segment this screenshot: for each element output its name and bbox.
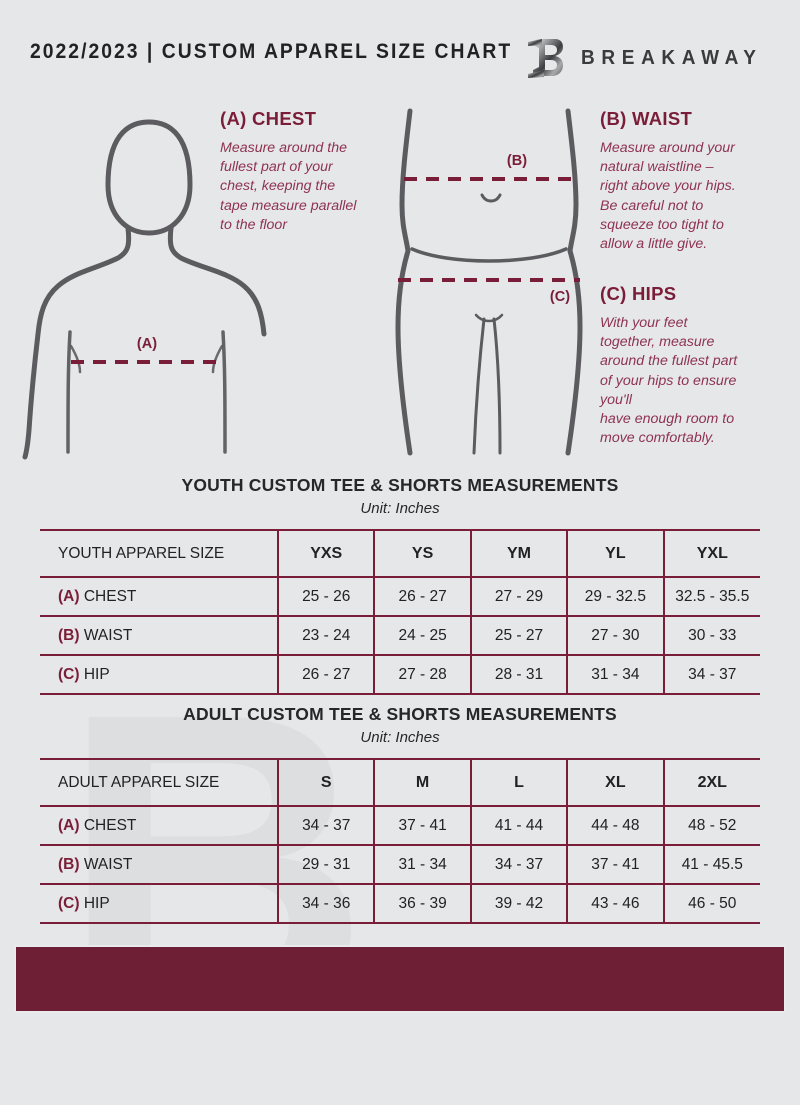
youth-header-0: YOUTH APPAREL SIZE — [40, 529, 278, 578]
row-tag: (C) — [58, 894, 80, 912]
youth-cell-2-4: 34 - 37 — [662, 654, 760, 695]
youth-cell-1-3: 27 - 30 — [566, 615, 664, 656]
adult-cell-1-2: 34 - 37 — [469, 844, 568, 885]
table-row: (C) HIP 34 - 36 36 - 39 39 - 42 43 - 46 … — [40, 883, 760, 924]
callout-waist-title: (B) WAIST — [600, 108, 693, 129]
row-tag: (A) — [58, 587, 80, 605]
youth-header-1: YXS — [276, 529, 375, 578]
adult-section-unit: Unit: Inches — [360, 729, 440, 746]
row-label: HIP — [79, 665, 110, 683]
adult-header-4: XL — [566, 758, 664, 807]
youth-cell-1-0: 23 - 24 — [276, 615, 375, 656]
youth-cell-2-0: 26 - 27 — [276, 654, 375, 695]
brand-lockup: BREAKAWAY — [525, 36, 772, 80]
youth-size-table: YOUTH APPAREL SIZE YXS YS YM YL YXL (A) … — [40, 529, 760, 695]
row-tag: (B) — [58, 626, 80, 644]
adult-cell-2-4: 46 - 50 — [662, 883, 760, 924]
adult-section: ADULT CUSTOM TEE & SHORTS MEASUREMENTS U… — [40, 704, 760, 924]
youth-header-5: YXL — [662, 529, 760, 578]
table-row: (A) CHEST 34 - 37 37 - 41 41 - 44 44 - 4… — [40, 805, 760, 846]
row-label: HIP — [79, 894, 110, 912]
adult-header-2: M — [373, 758, 471, 807]
youth-header-3: YM — [469, 529, 568, 578]
adult-section-title: ADULT CUSTOM TEE & SHORTS MEASUREMENTS — [183, 704, 617, 724]
callout-hips-title: (C) HIPS — [600, 283, 677, 304]
youth-cell-2-3: 31 - 34 — [566, 654, 664, 695]
table-row: (C) HIP 26 - 27 27 - 28 28 - 31 31 - 34 … — [40, 654, 760, 695]
adult-size-table: ADULT APPAREL SIZE S M L XL 2XL (A) CHES… — [40, 758, 760, 924]
lower-body-figure: (B) (C) — [395, 108, 583, 456]
table-header-row: YOUTH APPAREL SIZE YXS YS YM YL YXL — [40, 529, 760, 578]
adult-cell-0-4: 48 - 52 — [662, 805, 760, 846]
row-tag: (A) — [58, 816, 80, 834]
youth-cell-0-0: 25 - 26 — [276, 576, 375, 617]
youth-header-4: YL — [566, 529, 664, 578]
callout-hips: (C) HIPS With your feet together, measur… — [600, 283, 790, 448]
youth-cell-0-4: 32.5 - 35.5 — [662, 576, 760, 617]
adult-row-2-label: (C) HIP — [40, 883, 278, 924]
adult-cell-2-1: 36 - 39 — [373, 883, 471, 924]
breakaway-b-monogram-icon — [527, 39, 563, 78]
row-label: CHEST — [79, 587, 137, 605]
table-header-row: ADULT APPAREL SIZE S M L XL 2XL — [40, 758, 760, 807]
adult-cell-1-0: 29 - 31 — [276, 844, 375, 885]
adult-cell-2-0: 34 - 36 — [276, 883, 375, 924]
callout-chest-title: (A) CHEST — [220, 108, 317, 129]
footer-bar — [14, 945, 786, 1013]
upper-body-figure: (A) — [22, 119, 267, 460]
adult-header-1: S — [276, 758, 375, 807]
measurement-diagrams: (A) (B) (C) — [0, 95, 800, 465]
callout-chest-body: Measure around the fullest part of your … — [220, 140, 357, 233]
row-label: WAIST — [79, 626, 133, 644]
table-row: (B) WAIST 23 - 24 24 - 25 25 - 27 27 - 3… — [40, 615, 760, 656]
youth-header-2: YS — [373, 529, 471, 578]
callout-waist-body: Measure around your natural waistline – … — [600, 140, 736, 253]
adult-cell-0-3: 44 - 48 — [566, 805, 664, 846]
youth-cell-2-1: 27 - 28 — [373, 654, 471, 695]
waist-measure-label: (B) — [507, 153, 527, 169]
row-label: WAIST — [79, 855, 133, 873]
youth-cell-0-1: 26 - 27 — [373, 576, 471, 617]
adult-cell-2-3: 43 - 46 — [566, 883, 664, 924]
youth-cell-2-2: 28 - 31 — [469, 654, 568, 695]
row-tag: (C) — [58, 665, 80, 683]
youth-section-title: YOUTH CUSTOM TEE & SHORTS MEASUREMENTS — [181, 475, 619, 495]
callout-chest: (A) CHEST Measure around the fullest par… — [220, 108, 396, 235]
adult-cell-2-2: 39 - 42 — [469, 883, 568, 924]
adult-cell-1-4: 41 - 45.5 — [662, 844, 760, 885]
adult-cell-1-3: 37 - 41 — [566, 844, 664, 885]
youth-cell-1-2: 25 - 27 — [469, 615, 568, 656]
youth-cell-1-4: 30 - 33 — [662, 615, 760, 656]
adult-row-1-label: (B) WAIST — [40, 844, 278, 885]
table-row: (A) CHEST 25 - 26 26 - 27 27 - 29 29 - 3… — [40, 576, 760, 617]
adult-cell-1-1: 31 - 34 — [373, 844, 471, 885]
youth-cell-0-3: 29 - 32.5 — [566, 576, 664, 617]
adult-cell-0-1: 37 - 41 — [373, 805, 471, 846]
adult-cell-0-0: 34 - 37 — [276, 805, 375, 846]
youth-section-unit: Unit: Inches — [360, 500, 440, 517]
callout-hips-body: With your feet together, measure around … — [600, 315, 738, 447]
chest-measure-label: (A) — [137, 336, 157, 352]
brand-name: BREAKAWAY — [580, 46, 763, 69]
youth-cell-1-1: 24 - 25 — [373, 615, 471, 656]
youth-row-2-label: (C) HIP — [40, 654, 278, 695]
adult-row-0-label: (A) CHEST — [40, 805, 278, 846]
hip-measure-label: (C) — [550, 289, 570, 305]
page-title: 2022/2023 | CUSTOM APPAREL SIZE CHART — [30, 40, 513, 63]
youth-row-0-label: (A) CHEST — [40, 576, 278, 617]
youth-section: YOUTH CUSTOM TEE & SHORTS MEASUREMENTS U… — [40, 475, 760, 695]
adult-header-0: ADULT APPAREL SIZE — [40, 758, 278, 807]
adult-header-3: L — [469, 758, 568, 807]
adult-cell-0-2: 41 - 44 — [469, 805, 568, 846]
adult-header-5: 2XL — [662, 758, 760, 807]
page-header: 2022/2023 | CUSTOM APPAREL SIZE CHART BR… — [0, 0, 800, 98]
callout-waist: (B) WAIST Measure around your natural wa… — [600, 108, 788, 254]
row-tag: (B) — [58, 855, 80, 873]
row-label: CHEST — [79, 816, 137, 834]
youth-cell-0-2: 27 - 29 — [469, 576, 568, 617]
youth-row-1-label: (B) WAIST — [40, 615, 278, 656]
table-row: (B) WAIST 29 - 31 31 - 34 34 - 37 37 - 4… — [40, 844, 760, 885]
